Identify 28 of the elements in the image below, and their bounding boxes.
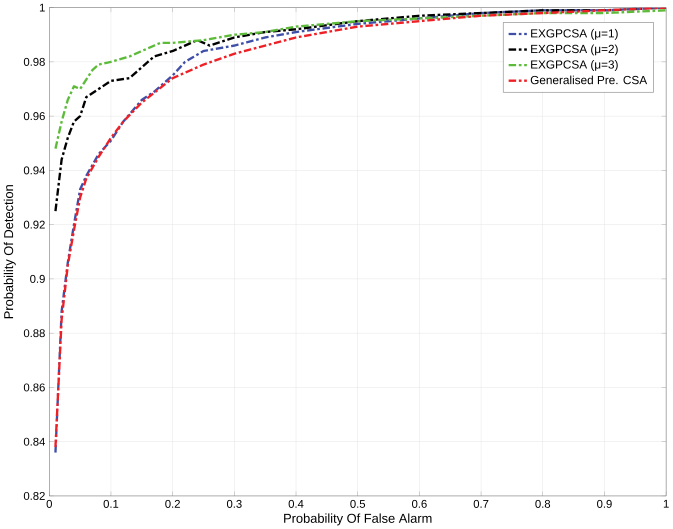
- line-series: [54, 9, 666, 150]
- x-tick-label: 0: [46, 500, 52, 508]
- x-tick-label: 0.9: [597, 500, 612, 508]
- y-tick-label: 0.86: [24, 383, 45, 392]
- x-tick-label: 0.7: [474, 500, 488, 508]
- legend-label: EXGPCSA (μ=3): [531, 60, 618, 71]
- y-tick-label: 0.96: [24, 112, 45, 120]
- y-tick-label: 1: [40, 4, 45, 12]
- x-axis-title: Probability Of False Alarm: [284, 513, 432, 526]
- legend-label: EXGPCSA (μ=2): [531, 44, 618, 56]
- y-tick-label: 0.82: [24, 492, 45, 500]
- y-tick-label: 0.84: [24, 438, 45, 446]
- x-tick-label: 0.1: [104, 500, 118, 508]
- x-tick-label: 0.5: [350, 500, 366, 508]
- y-tick-label: 0.88: [24, 329, 45, 338]
- x-tick-label: 0.3: [226, 500, 242, 508]
- y-tick-label: 0.94: [24, 166, 45, 174]
- legend-label: Generalised Pre. CSA: [530, 76, 648, 84]
- y-tick-label: 0.9: [30, 274, 45, 283]
- y-axis-title: Probability Of Detection: [4, 185, 16, 318]
- x-tick-label: 0.8: [535, 500, 550, 508]
- x-tick-label: 0.2: [165, 500, 180, 508]
- x-tick-label: 0.6: [412, 500, 427, 508]
- x-tick-label: 1: [664, 500, 669, 508]
- y-tick-label: 0.92: [24, 220, 45, 229]
- y-tick-label: 0.98: [24, 58, 45, 66]
- legend-label: EXGPCSA (μ=1): [531, 28, 618, 40]
- x-tick-label: 0.4: [288, 500, 304, 508]
